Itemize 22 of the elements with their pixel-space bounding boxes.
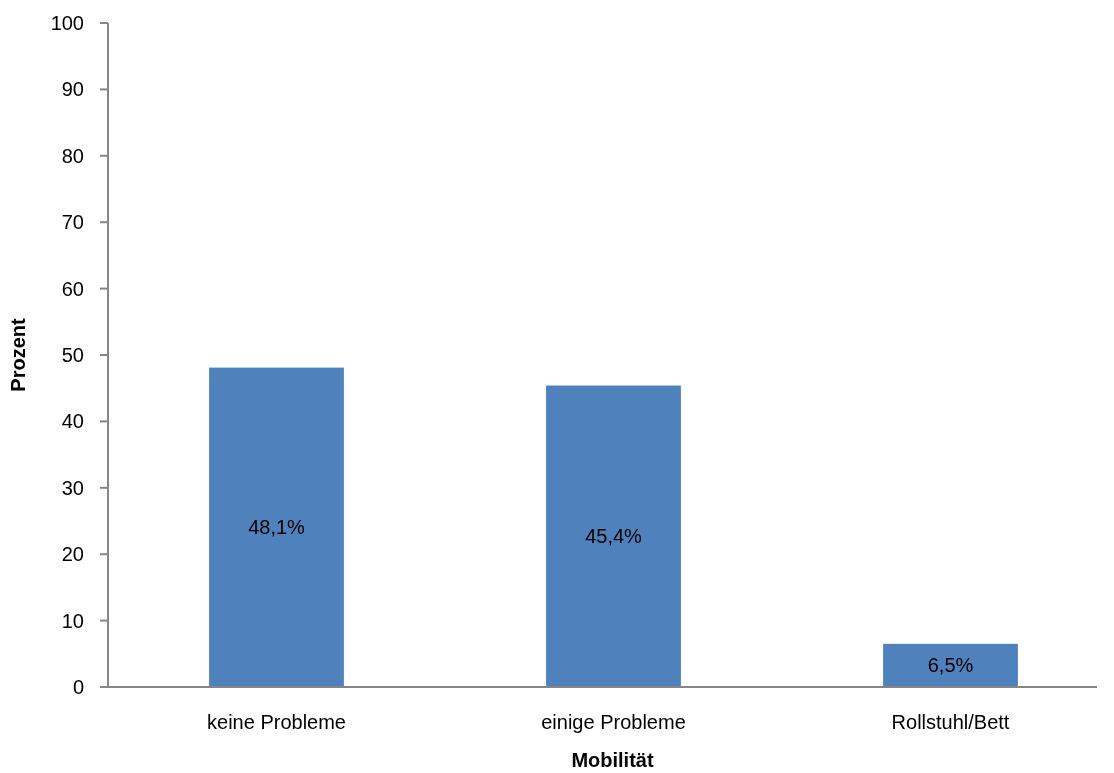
bar — [209, 367, 344, 687]
y-tick-label: 80 — [61, 144, 84, 167]
y-tick-label: 70 — [61, 211, 84, 234]
x-tick-label: einige Probleme — [541, 711, 686, 733]
y-tick-label: 30 — [61, 476, 84, 499]
y-tick-label: 0 — [72, 676, 84, 698]
data-label: 45,4% — [585, 525, 643, 548]
y-tick-label: 60 — [61, 277, 84, 300]
x-axis-title: Mobilität — [571, 749, 654, 771]
y-tick-label: 50 — [61, 344, 84, 366]
bar — [883, 643, 1018, 687]
y-axis-title: Prozent — [7, 317, 29, 392]
y-tick-label: 100 — [50, 12, 84, 34]
y-tick-label: 20 — [61, 543, 84, 566]
y-tick-label: 10 — [61, 609, 84, 632]
data-label: 6,5% — [927, 654, 974, 677]
x-tick-label: Rollstuhl/Bett — [891, 711, 1010, 733]
data-label: 48,1% — [248, 516, 306, 539]
x-tick-label: keine Probleme — [207, 711, 346, 733]
y-tick-label: 40 — [61, 410, 84, 433]
y-tick-label: 90 — [61, 78, 84, 101]
bar — [546, 385, 681, 687]
